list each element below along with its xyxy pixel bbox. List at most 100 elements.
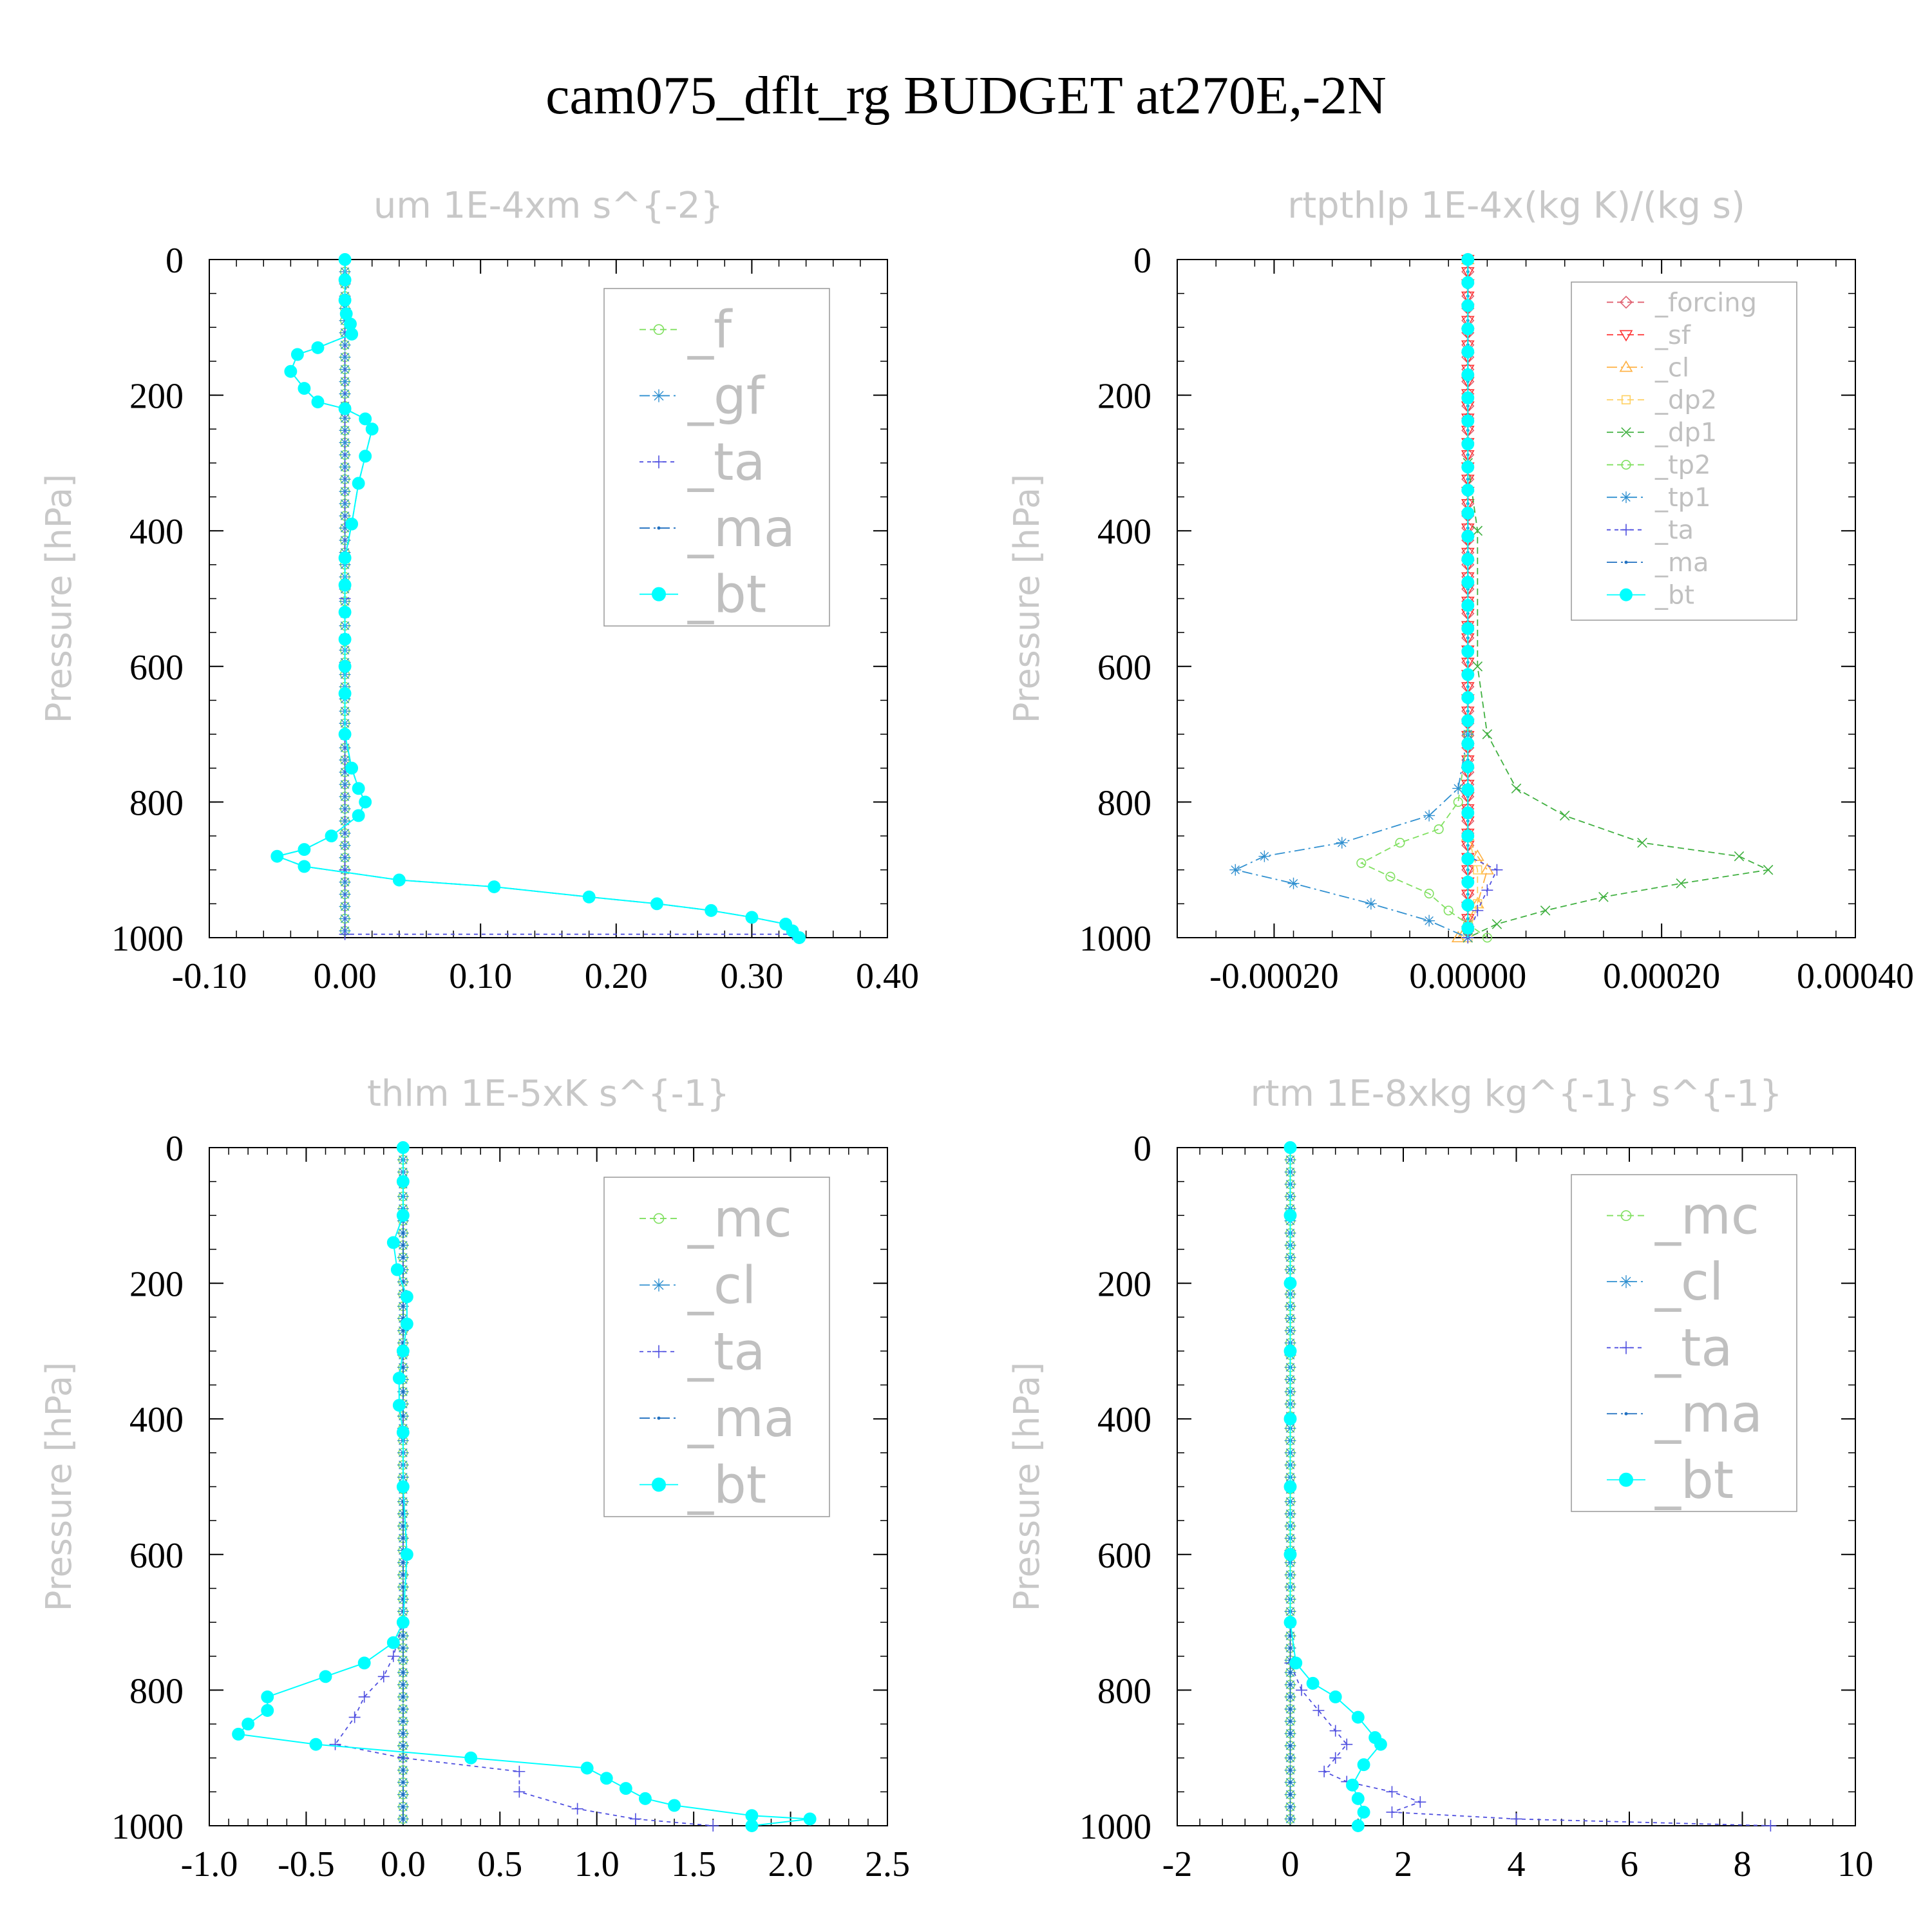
y-axis-label: Pressure [hPa] bbox=[39, 1362, 79, 1611]
data-point bbox=[1283, 1412, 1297, 1426]
data-point bbox=[1676, 878, 1686, 889]
legend-label: _mc bbox=[1654, 1186, 1759, 1246]
data-point bbox=[339, 437, 351, 449]
data-point bbox=[396, 1344, 410, 1358]
legend-marker bbox=[657, 526, 661, 530]
data-point bbox=[1482, 933, 1492, 943]
data-point bbox=[1306, 1676, 1320, 1690]
data-point bbox=[1341, 1738, 1353, 1750]
data-point bbox=[1385, 871, 1396, 882]
data-point bbox=[359, 795, 372, 809]
data-point bbox=[345, 517, 359, 531]
y-tick-label: 400 bbox=[129, 512, 184, 552]
legend-label: _cl bbox=[1654, 1252, 1723, 1312]
x-tick-label: 2 bbox=[1394, 1844, 1412, 1884]
data-point bbox=[392, 1372, 406, 1385]
y-tick-label: 400 bbox=[1097, 512, 1151, 552]
series-line bbox=[1289, 1148, 1382, 1826]
data-point bbox=[338, 578, 352, 592]
data-point bbox=[1461, 829, 1475, 843]
legend-label: _gf bbox=[687, 366, 766, 426]
data-point bbox=[392, 1399, 406, 1412]
y-tick-label: 0 bbox=[166, 241, 184, 281]
data-point bbox=[338, 294, 352, 307]
data-point bbox=[401, 1390, 405, 1394]
data-point bbox=[1461, 414, 1475, 428]
data-point bbox=[1289, 1744, 1292, 1748]
data-point bbox=[1510, 1813, 1522, 1825]
data-point bbox=[401, 1707, 405, 1711]
data-point bbox=[1461, 645, 1475, 658]
y-axis-label: Pressure [hPa] bbox=[1007, 474, 1047, 723]
data-point bbox=[1283, 1548, 1297, 1561]
legend-label: _ma bbox=[687, 498, 795, 558]
x-tick-label: 0.10 bbox=[449, 956, 512, 996]
data-point bbox=[1461, 345, 1475, 359]
data-point bbox=[1461, 737, 1475, 750]
legend-marker bbox=[1621, 427, 1631, 437]
data-point bbox=[1386, 1786, 1398, 1798]
data-point bbox=[401, 1414, 405, 1418]
data-point bbox=[298, 843, 311, 857]
data-point bbox=[242, 1718, 255, 1731]
legend-marker bbox=[1621, 395, 1631, 404]
panel-4: rtm 1E-8xkg kg^{-1} s^{-1} Pressure [hPa]… bbox=[1007, 1073, 1873, 1884]
data-point bbox=[392, 873, 406, 887]
y-tick-label: 400 bbox=[129, 1400, 184, 1440]
data-point bbox=[1289, 1671, 1292, 1674]
data-point bbox=[1289, 1707, 1292, 1711]
data-point bbox=[1296, 1684, 1308, 1696]
data-point bbox=[338, 728, 352, 741]
data-point bbox=[464, 1751, 478, 1765]
x-tick-label: 0.20 bbox=[585, 956, 648, 996]
x-tick-label: 0.5 bbox=[477, 1844, 522, 1884]
legend-marker bbox=[657, 1416, 661, 1420]
data-point bbox=[1481, 884, 1493, 896]
legend-label: _ta bbox=[687, 1322, 765, 1382]
data-point bbox=[339, 461, 351, 473]
legend: _forcing _sf _cl _dp2 _dp1 _tp2 _tp1 _ta _ma_bt bbox=[1571, 281, 1797, 621]
data-point bbox=[352, 782, 365, 795]
y-axis-label: Pressure [hPa] bbox=[1007, 1362, 1047, 1611]
data-point bbox=[1492, 919, 1502, 929]
panel-2: rtpthlp 1E-4x(kg K)/(kg s) Pressure [hPa]… bbox=[1007, 185, 1914, 996]
x-tick-label: 4 bbox=[1508, 1844, 1526, 1884]
data-point bbox=[1312, 1704, 1325, 1716]
x-tick-label: -2 bbox=[1162, 1844, 1193, 1884]
series-line bbox=[1467, 260, 1770, 938]
y-axis-label: Pressure [hPa] bbox=[39, 474, 79, 723]
legend-label: _ma bbox=[1654, 548, 1709, 578]
data-point bbox=[1461, 875, 1475, 889]
legend-label: _bt bbox=[1654, 1450, 1734, 1510]
x-tick-label: -0.00020 bbox=[1209, 956, 1339, 996]
data-point bbox=[325, 829, 338, 843]
data-point bbox=[396, 1480, 410, 1493]
legend-label: _ta bbox=[1654, 516, 1694, 545]
y-tick-label: 600 bbox=[129, 648, 184, 688]
data-point bbox=[1289, 1732, 1292, 1736]
data-point bbox=[359, 450, 372, 463]
data-point bbox=[338, 659, 352, 673]
y-tick-label: 400 bbox=[1097, 1400, 1151, 1440]
series-line bbox=[1289, 1148, 1771, 1826]
y-tick-label: 600 bbox=[129, 1536, 184, 1576]
data-point bbox=[1374, 1738, 1387, 1751]
data-point bbox=[1540, 905, 1551, 916]
legend-label: _ta bbox=[687, 432, 765, 492]
data-point bbox=[401, 1732, 405, 1736]
data-point bbox=[1386, 1806, 1398, 1818]
data-point bbox=[339, 498, 351, 510]
data-point bbox=[1357, 1805, 1370, 1819]
data-point bbox=[1461, 691, 1475, 705]
data-point bbox=[1511, 783, 1522, 794]
data-point bbox=[401, 1793, 405, 1797]
data-point bbox=[1472, 526, 1483, 536]
data-point bbox=[1423, 810, 1435, 822]
data-point bbox=[1365, 898, 1377, 910]
data-point bbox=[1482, 729, 1493, 739]
data-point bbox=[345, 761, 359, 775]
data-point bbox=[1395, 838, 1405, 848]
legend-marker bbox=[1620, 1341, 1633, 1354]
x-tick-label: 0.00040 bbox=[1797, 956, 1914, 996]
x-tick-label: 6 bbox=[1620, 1844, 1638, 1884]
